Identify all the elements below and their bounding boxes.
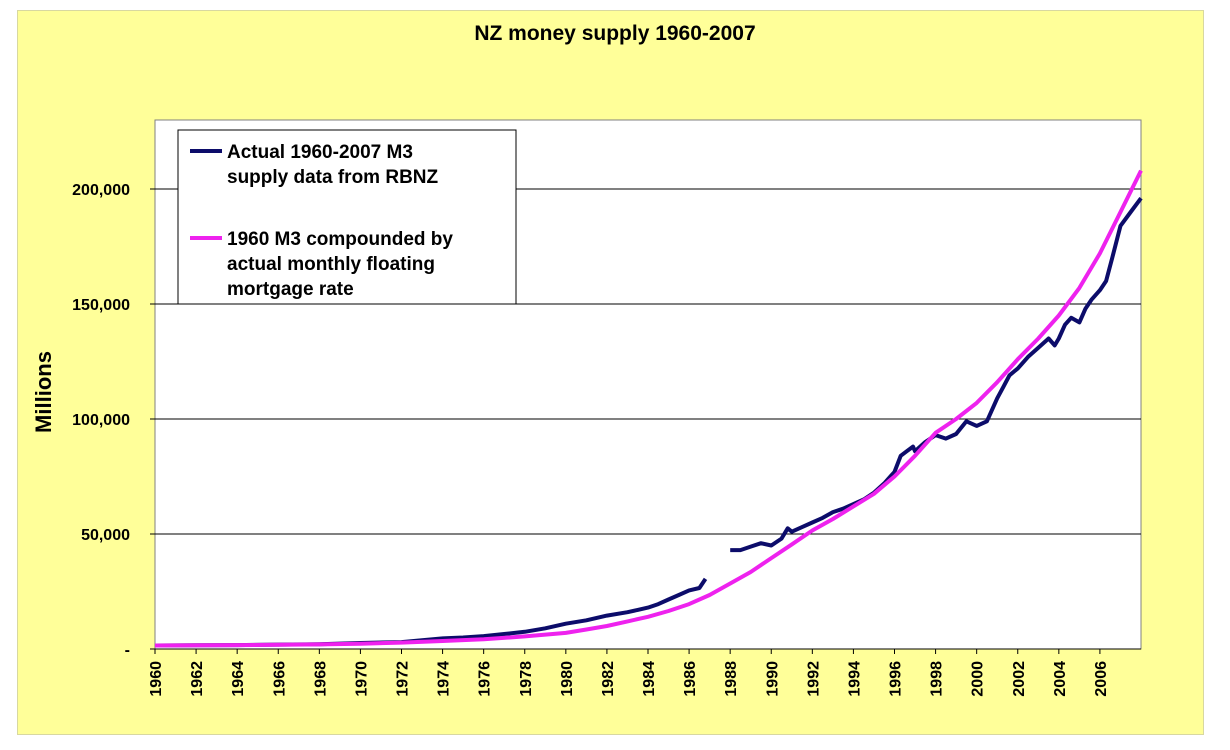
x-tick-label: 1960 [148,661,165,697]
x-tick-label: 2006 [1093,661,1110,697]
y-tick-label: - [125,642,130,659]
y-tick-label: 50,000 [81,527,130,544]
legend-label-1: 1960 M3 compounded by [227,229,453,250]
x-tick-label: 1962 [189,661,206,697]
series-lines [154,169,1143,648]
y-tick-label: 100,000 [72,412,130,429]
legend-label-0: supply data from RBNZ [227,167,439,188]
x-tick-label: 1978 [518,661,535,697]
x-tick-label: 1972 [395,661,412,697]
x-tick-label: 1984 [641,661,658,697]
legend-box [177,129,517,305]
x-tick-label: 1994 [846,661,863,697]
y-axis-ticks: - 50,000 100,000 150,000 200,000 [72,182,155,659]
legend-label-0: Actual 1960-2007 M3 [227,142,413,163]
x-tick-label: 1986 [682,661,699,697]
legend: Actual 1960-2007 M3 supply data from RBNZ… [177,129,517,305]
x-tick-label: 1974 [436,661,453,697]
x-tick-label: 1966 [271,661,288,697]
x-tick-label: 1982 [600,661,617,697]
x-tick-label: 2004 [1052,661,1069,697]
x-tick-label: 1976 [477,661,494,697]
x-tick-label: 1988 [723,661,740,697]
x-tick-label: 2000 [970,661,987,697]
x-axis-ticks: 1960 1962 1964 1966 1968 1970 1972 1974 1976 1978… [148,648,1141,697]
series-line-0-segment-1 [730,197,1143,553]
y-tick-label: 150,000 [72,297,130,314]
series-line-1-segment-0 [154,169,1143,648]
x-tick-label: 1980 [559,661,576,697]
legend-label-1: actual monthly floating [227,254,435,275]
x-tick-label: 1990 [764,661,781,697]
y-tick-label: 200,000 [72,182,130,199]
x-tick-label: 1968 [312,661,329,697]
x-tick-label: 1992 [805,661,822,697]
x-tick-label: 1970 [353,661,370,697]
x-tick-label: 1996 [888,661,905,697]
x-tick-label: 1964 [230,661,247,697]
x-tick-label: 1998 [929,661,946,697]
chart-title: NZ money supply 1960-2007 [474,22,756,45]
legend-label-1: mortgage rate [227,279,354,300]
x-tick-label: 2002 [1011,661,1028,697]
